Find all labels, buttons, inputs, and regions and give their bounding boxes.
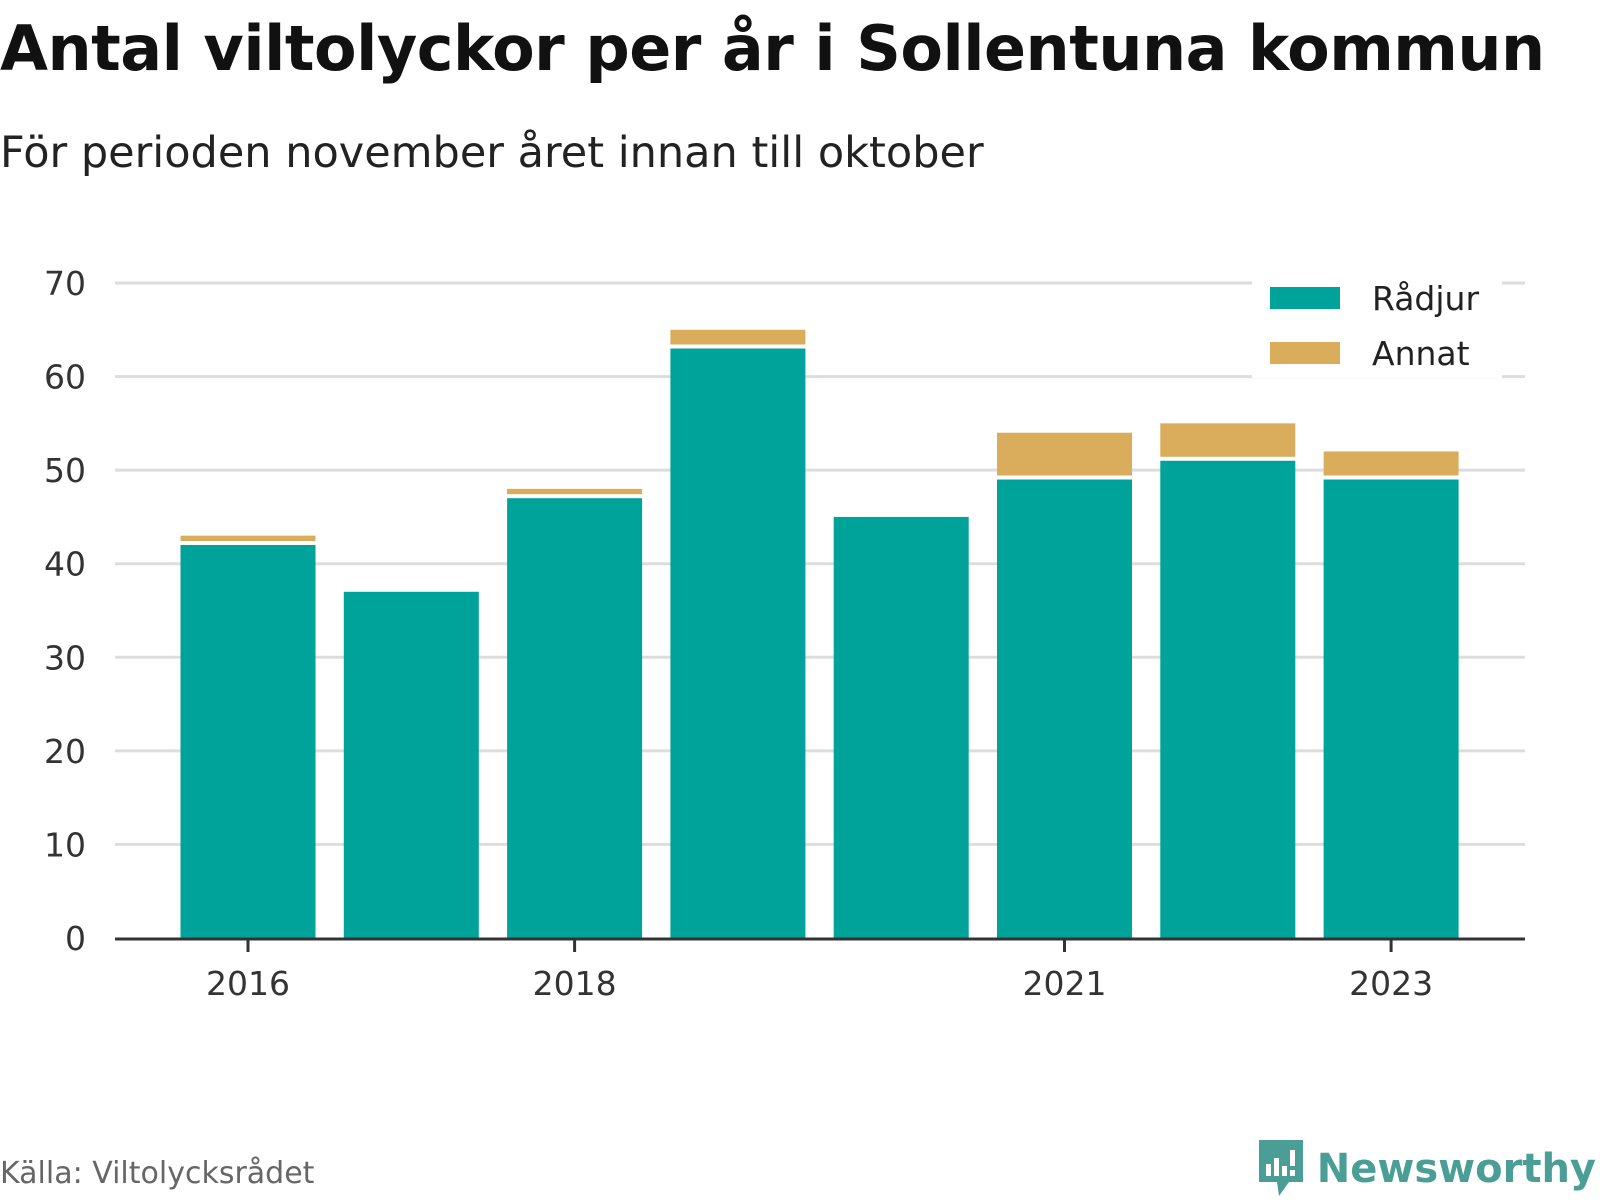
y-tick-label: 0 [65,919,86,958]
bar-annat-2021 [997,432,1132,476]
y-axis-ticks: 0 10 20 30 40 50 60 70 [44,264,86,958]
bar-radjur-2019 [670,348,806,938]
legend-swatch-radjur [1270,287,1340,309]
legend-swatch-annat [1270,342,1340,364]
brand-logo: Newsworthy [1257,1138,1596,1200]
bar-radjur-2021 [997,479,1132,938]
x-tick-label: 2023 [1349,964,1433,1003]
legend-label: Annat [1372,334,1470,373]
y-tick-label: 20 [44,732,86,771]
x-tick-label: 2016 [206,964,290,1003]
bar-radjur-2016 [180,545,316,938]
brand-name: Newsworthy [1316,1146,1596,1192]
legend-label: Rådjur [1372,279,1479,318]
y-tick-label: 30 [44,638,86,677]
bar-annat-2019 [670,329,806,345]
newsworthy-logo-icon [1258,1140,1303,1196]
y-tick-label: 40 [44,545,86,584]
bars [180,329,1459,938]
y-tick-label: 60 [44,358,86,397]
x-tick-label: 2021 [1023,964,1107,1003]
chart-subtitle: För perioden november året innan till ok… [0,128,984,178]
bar-radjur-2023 [1323,479,1459,938]
x-axis: 2016 2018 2021 2023 [115,937,1525,1003]
bar-annat-2018 [507,488,643,495]
source-note: Källa: Viltolycksrådet [0,1156,315,1191]
y-tick-label: 10 [44,825,86,864]
bar-radjur-2018 [507,498,643,938]
y-tick-label: 50 [44,451,86,490]
y-tick-label: 70 [44,264,86,303]
chart-title: Antal viltolyckor per år i Sollentuna ko… [0,12,1545,85]
legend: Rådjur Annat [1252,270,1502,378]
bar-radjur-2017 [343,591,479,938]
bar-radjur-2022 [1160,460,1296,938]
x-tick-label: 2018 [533,964,617,1003]
bar-annat-2023 [1323,451,1459,476]
bar-radjur-2020 [833,516,969,938]
bar-annat-2016 [180,535,316,541]
bar-annat-2022 [1160,423,1296,457]
